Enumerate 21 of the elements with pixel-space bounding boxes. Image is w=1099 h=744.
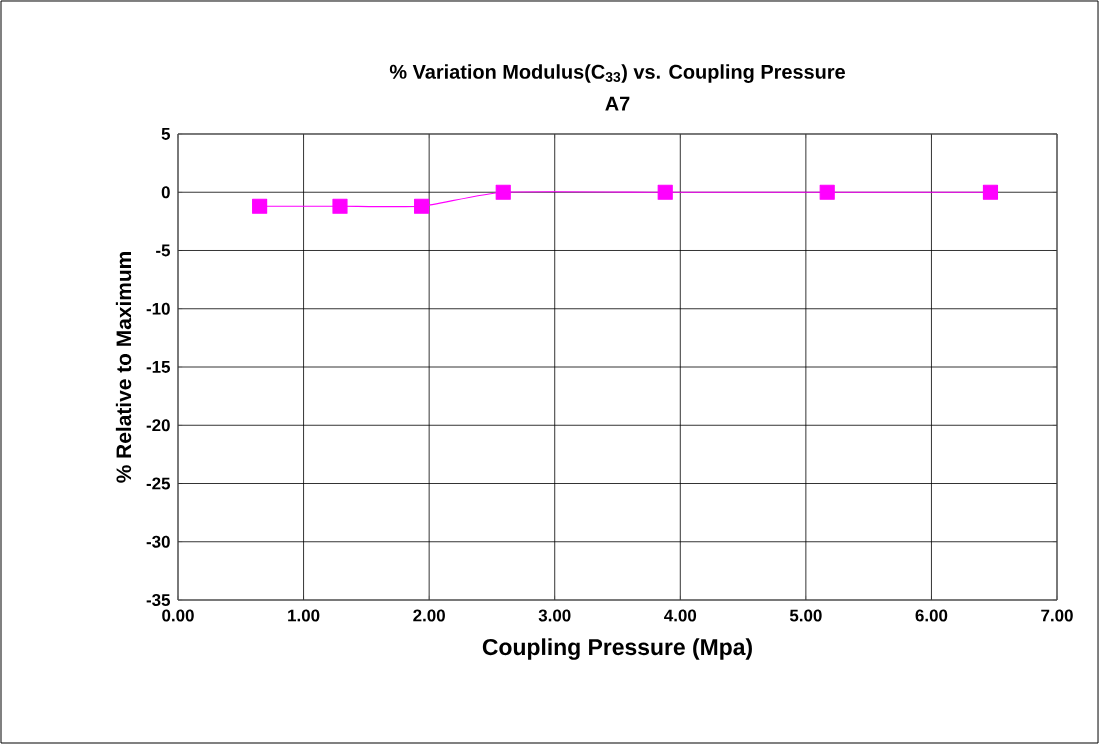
y-tick-label: -10 xyxy=(146,302,170,315)
chart-title: % Variation Modulus(C$_{33}$) vs. Coupling Pressure xyxy=(389,64,845,83)
y-tick-label: -30 xyxy=(146,535,170,548)
x-tick-label: 0.00 xyxy=(162,609,194,622)
x-axis-title: Coupling Pressure (Mpa) xyxy=(482,638,752,660)
y-tick-label: -15 xyxy=(146,361,171,373)
y-tick-label: 0 xyxy=(161,186,170,199)
y-axis-title: % Relative to Maximum xyxy=(115,252,132,483)
chart-subtitle: A7 xyxy=(605,96,630,111)
x-tick-label: 6.00 xyxy=(915,609,948,622)
x-tick-label: 1.00 xyxy=(288,609,320,622)
x-tick-label: 3.00 xyxy=(538,609,571,622)
x-tick-label: 7.00 xyxy=(1041,609,1073,622)
x-tick-label: 2.00 xyxy=(413,609,445,622)
y-tick-label: -35 xyxy=(146,593,171,606)
x-tick-label: 5.00 xyxy=(789,609,822,622)
y-tick-label: -5 xyxy=(156,244,171,257)
y-tick-label: -25 xyxy=(146,477,171,490)
y-tick-label: 5 xyxy=(161,128,171,140)
x-tick-label: 4.00 xyxy=(664,609,697,622)
y-tick-label: -20 xyxy=(146,419,170,432)
